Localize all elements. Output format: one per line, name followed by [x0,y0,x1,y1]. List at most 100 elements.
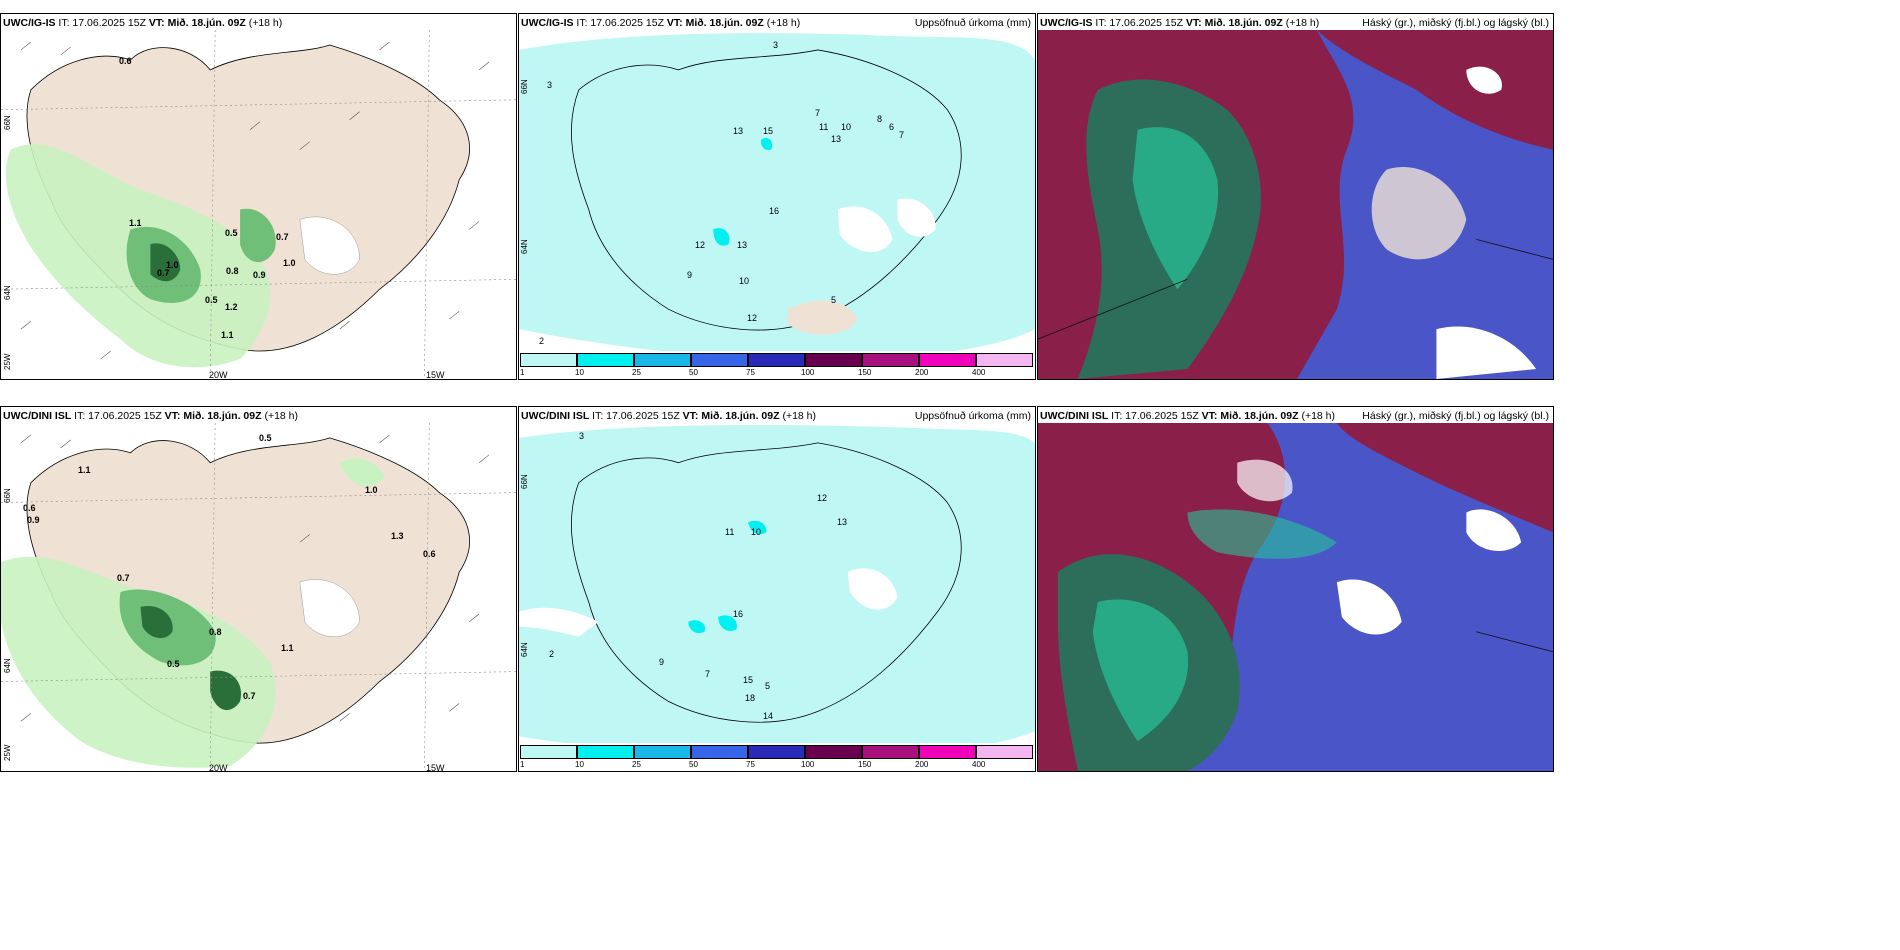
panel-wind-top: UWC/IG-IS IT: 17.06.2025 15Z VT: Mið. 18… [0,13,517,380]
panel-subtitle: Háský (gr.), miðský (fj.bl.) og lágský (… [1362,410,1549,422]
colorbar-swatch [919,353,976,367]
precip-value: 13 [733,126,744,136]
panel-title: UWC/DINI ISL IT: 17.06.2025 15Z VT: Mið.… [521,410,817,422]
precip-value: 12 [817,493,828,503]
precip-value: 3 [547,80,553,90]
precip-value: 16 [733,609,744,619]
colorbar-swatch [577,353,634,367]
precip-value: 13 [831,134,842,144]
precip-value: 7 [899,130,905,140]
colorbar-swatch [805,745,862,759]
precip-value: 6 [889,122,895,132]
colorbar-tick: 400 [972,368,986,377]
wind-precip-map: 0.5 1.1 1.0 0.6 0.9 0.7 0.8 1.3 0.6 0.5 … [1,423,516,771]
wind-label: 0.8 [226,266,239,276]
lon-label: 25W [3,744,12,761]
wind-label: 0.9 [27,515,40,525]
wind-label: 0.6 [23,503,36,513]
panel-title: UWC/IG-IS IT: 17.06.2025 15Z VT: Mið. 18… [3,17,283,29]
precip-value: 14 [763,711,774,721]
lat-label: 64N [3,285,12,300]
colorbar-swatch [634,353,691,367]
precip-value: 13 [837,517,848,527]
precip-value: 10 [751,527,762,537]
wind-label: 0.9 [253,270,266,280]
lon-label: 20W [209,370,228,380]
wind-label: 1.1 [129,218,142,228]
lon-label: 15W [426,370,445,380]
colorbar-tick: 50 [689,760,698,769]
colorbar-tick: 150 [858,368,872,377]
colorbar-tick: 400 [972,760,986,769]
lon-label: 15W [426,763,445,772]
wind-label: 0.5 [259,433,272,443]
wind-label: 1.1 [221,330,234,340]
lon-label: 25W [3,353,12,370]
colorbar-swatch [748,353,805,367]
wind-label: 0.5 [225,228,238,238]
lat-label: 64N [520,642,529,657]
panel-precip-bottom: UWC/DINI ISL IT: 17.06.2025 15Z VT: Mið.… [518,406,1036,772]
wind-label: 1.2 [225,302,238,312]
precip-map: 3 13 15 7 11 10 13 8 7 6 16 12 13 9 10 5… [519,30,1035,379]
lat-label: 64N [3,658,12,673]
colorbar-tick: 25 [632,368,641,377]
panel-title: UWC/DINI ISL IT: 17.06.2025 15Z VT: Mið.… [1040,410,1336,422]
precip-value: 16 [769,206,780,216]
colorbar-tick: 1 [520,368,525,377]
colorbar-swatch [748,745,805,759]
lat-label: 66N [3,488,12,503]
precip-value: 9 [659,657,665,667]
wind-label: 0.6 [119,56,132,66]
colorbar-tick: 25 [632,760,641,769]
precip-value: 8 [877,114,883,124]
cloud-map [1038,423,1553,771]
precip-value: 2 [549,649,555,659]
colorbar-tick: 75 [746,368,755,377]
precip-value: 12 [747,313,758,323]
colorbar-swatch [862,353,919,367]
wind-label: 0.6 [423,549,436,559]
wind-label: 1.1 [78,465,91,475]
colorbar-tick: 200 [915,368,929,377]
panel-title: UWC/IG-IS IT: 17.06.2025 15Z VT: Mið. 18… [1040,17,1320,29]
colorbar-tick: 50 [689,368,698,377]
panel-wind-bottom: UWC/DINI ISL IT: 17.06.2025 15Z VT: Mið.… [0,406,517,772]
precip-value: 13 [737,240,748,250]
precip-colorbar: 1 10 25 50 75 100 150 200 400 [519,743,1035,771]
precip-value: 15 [743,675,754,685]
colorbar-tick: 150 [858,760,872,769]
lat-label: 66N [520,474,529,489]
wind-label: 0.7 [276,232,289,242]
colorbar-swatch [634,745,691,759]
precip-value: 11 [725,527,735,537]
precip-value: 3 [579,431,585,441]
colorbar-swatch [976,353,1033,367]
precip-value: 5 [765,681,771,691]
precip-value: 9 [687,270,693,280]
precip-colorbar: 1 10 25 50 75 100 150 200 400 [519,351,1035,379]
wind-label: 0.7 [243,691,256,701]
panel-clouds-top: UWC/IG-IS IT: 17.06.2025 15Z VT: Mið. 18… [1037,13,1554,380]
colorbar-swatch [976,745,1033,759]
precip-value: 12 [695,240,706,250]
colorbar-tick: 100 [801,368,815,377]
colorbar-tick: 1 [520,760,525,769]
colorbar-swatch [919,745,976,759]
precip-value: 11 [819,122,829,132]
panel-clouds-bottom: UWC/DINI ISL IT: 17.06.2025 15Z VT: Mið.… [1037,406,1554,772]
precip-value: 15 [763,126,774,136]
precip-value: 18 [745,693,756,703]
colorbar-swatch [691,353,748,367]
colorbar-swatch [577,745,634,759]
colorbar-swatch [520,353,577,367]
precip-value: 3 [773,40,779,50]
colorbar-swatch [520,745,577,759]
panel-subtitle: Uppsöfnuð úrkoma (mm) [914,17,1031,29]
colorbar-swatch [805,353,862,367]
panel-title: UWC/IG-IS IT: 17.06.2025 15Z VT: Mið. 18… [521,17,801,29]
precip-value: 10 [739,276,750,286]
colorbar-swatch [691,745,748,759]
lat-label: 64N [520,239,529,254]
wind-precip-map: 0.6 1.1 0.5 0.7 1.0 0.8 0.9 0.5 1.2 0.7 … [1,30,516,379]
